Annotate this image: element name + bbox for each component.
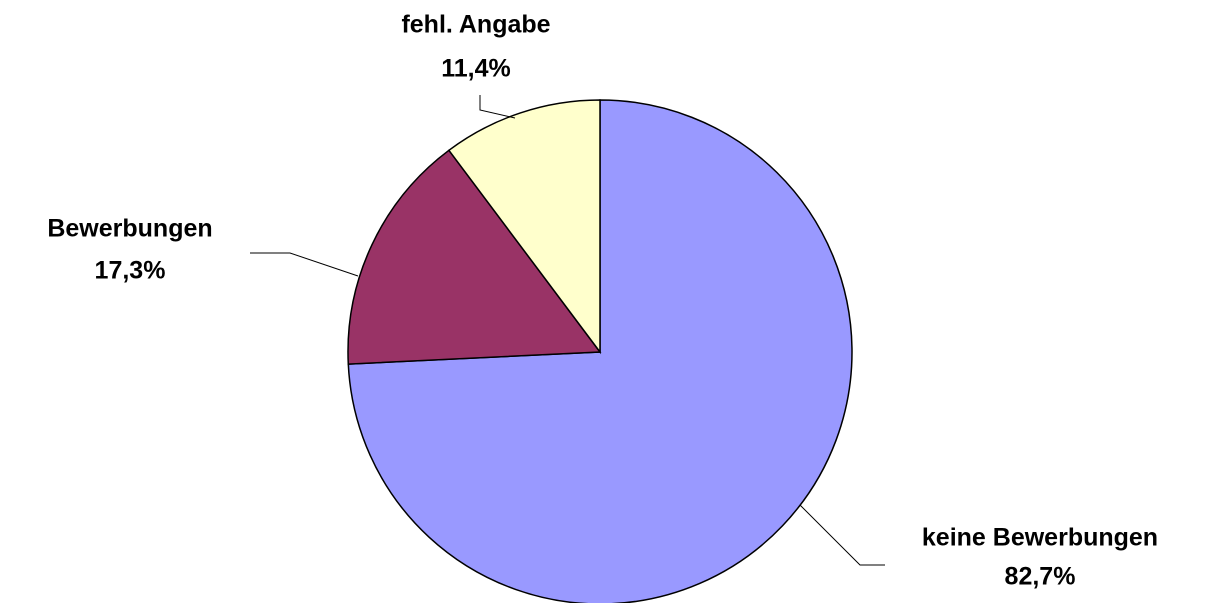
leader-line [479,95,516,119]
slice-label: Bewerbungen [47,215,212,243]
slice-label: keine Bewerbungen [922,524,1158,552]
leader-line [250,252,359,277]
slice-value-label: 82,7% [1005,563,1076,591]
pie-slice [347,149,602,365]
slice-value-label: 17,3% [95,257,166,285]
slice-label: fehl. Angabe [401,11,550,39]
leader-line [799,504,885,566]
slice-value-label: 11,4% [441,55,511,83]
pie-slice [447,99,601,355]
